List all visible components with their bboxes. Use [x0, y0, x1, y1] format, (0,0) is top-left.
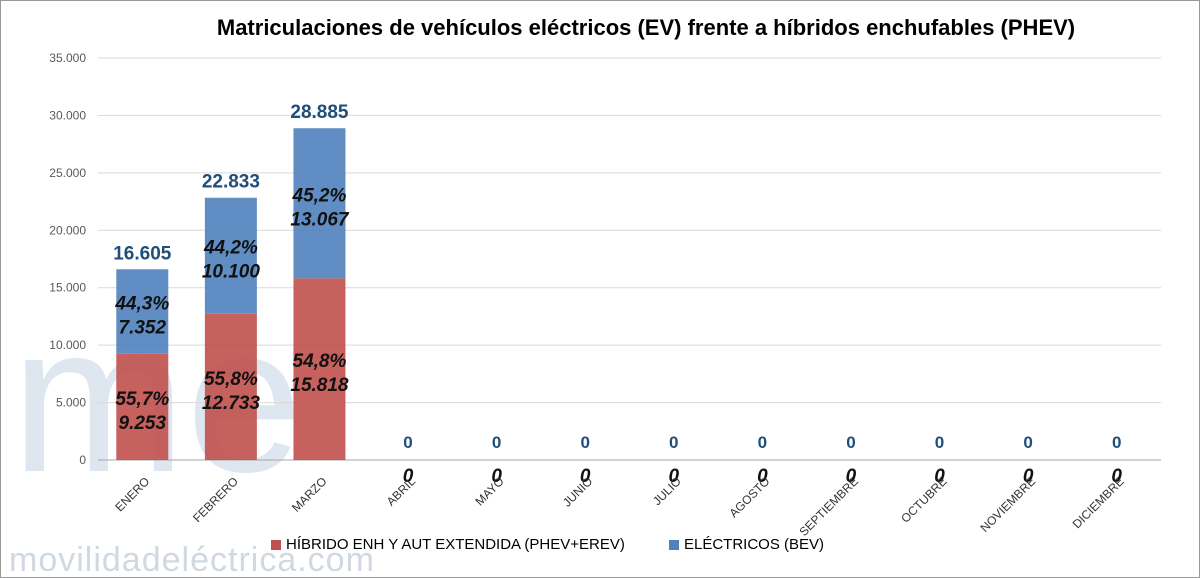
x-tick-label: OCTUBRE [898, 474, 949, 525]
x-tick-label: DICIEMBRE [1070, 474, 1127, 531]
data-label: 10.100 [202, 262, 261, 283]
data-label: 0 [934, 466, 945, 487]
bar-bev [204, 197, 257, 314]
total-label: 0 [1023, 433, 1032, 452]
y-tick-label: 35.000 [49, 51, 86, 65]
total-label: 0 [669, 433, 678, 452]
data-label: 9.253 [119, 413, 167, 434]
total-label: 0 [403, 433, 412, 452]
data-label: 7.352 [119, 318, 167, 339]
data-label: 0 [403, 466, 414, 487]
y-tick-label: 15.000 [49, 281, 86, 295]
chart-title: Matriculaciones de vehículos eléctricos … [216, 15, 1076, 40]
data-label: 0 [491, 466, 502, 487]
total-label: 0 [846, 433, 855, 452]
legend-label-bev: ELÉCTRICOS (BEV) [684, 536, 825, 553]
y-tick-label: 20.000 [49, 223, 86, 237]
bar-phev [293, 278, 346, 460]
data-label: 0 [757, 466, 768, 487]
bar-phev [116, 353, 169, 460]
data-label: 12.733 [202, 393, 261, 414]
y-tick-label: 10.000 [49, 338, 86, 352]
data-label: 45,2% [292, 185, 347, 206]
total-label: 28.885 [290, 102, 349, 123]
total-label: 16.605 [113, 243, 172, 264]
y-tick-label: 30.000 [49, 108, 86, 122]
legend-label-phev: HÍBRIDO ENH Y AUT EXTENDIDA (PHEV+EREV) [286, 536, 625, 553]
legend-swatch-phev [271, 539, 281, 550]
x-tick-label: MAYO [472, 474, 506, 508]
data-label: 44,2% [203, 238, 258, 259]
x-tick-label: SEPTIEMBRE [796, 474, 861, 539]
data-label: 0 [1023, 466, 1034, 487]
data-label: 54,8% [293, 351, 347, 372]
bar-phev [204, 313, 257, 460]
x-tick-label: JUNIO [560, 474, 595, 509]
y-tick-label: 5.000 [56, 396, 86, 410]
data-label: 55,8% [204, 369, 258, 390]
total-label: 0 [935, 433, 944, 452]
total-label: 0 [1112, 433, 1121, 452]
total-label: 0 [492, 433, 501, 452]
total-label: 22.833 [202, 172, 260, 193]
total-label: 0 [758, 433, 767, 452]
data-label: 0 [580, 466, 591, 487]
y-tick-label: 25.000 [49, 166, 86, 180]
legend-item-phev: HÍBRIDO ENH Y AUT EXTENDIDA (PHEV+EREV) [271, 536, 625, 553]
x-tick-label: JULIO [650, 474, 684, 508]
legend-swatch-bev [669, 539, 679, 550]
x-tick-label: NOVIEMBRE [977, 474, 1038, 535]
bar-bev [293, 128, 346, 279]
data-label: 0 [669, 466, 680, 487]
data-label: 0 [1111, 466, 1122, 487]
data-label: 13.067 [290, 209, 350, 230]
data-label: 0 [846, 466, 857, 487]
x-tick-label: AGOSTO [726, 474, 772, 520]
total-label: 0 [580, 433, 589, 452]
data-label: 55,7% [115, 389, 169, 410]
legend-item-bev: ELÉCTRICOS (BEV) [669, 536, 824, 553]
bar-bev [116, 269, 169, 354]
y-tick-label: 0 [79, 453, 86, 467]
watermark-text: movilidadeléctrica.com [9, 541, 375, 578]
data-label: 15.818 [290, 375, 349, 396]
x-tick-label: ABRIL [384, 474, 419, 509]
data-label: 44,3% [114, 294, 169, 315]
